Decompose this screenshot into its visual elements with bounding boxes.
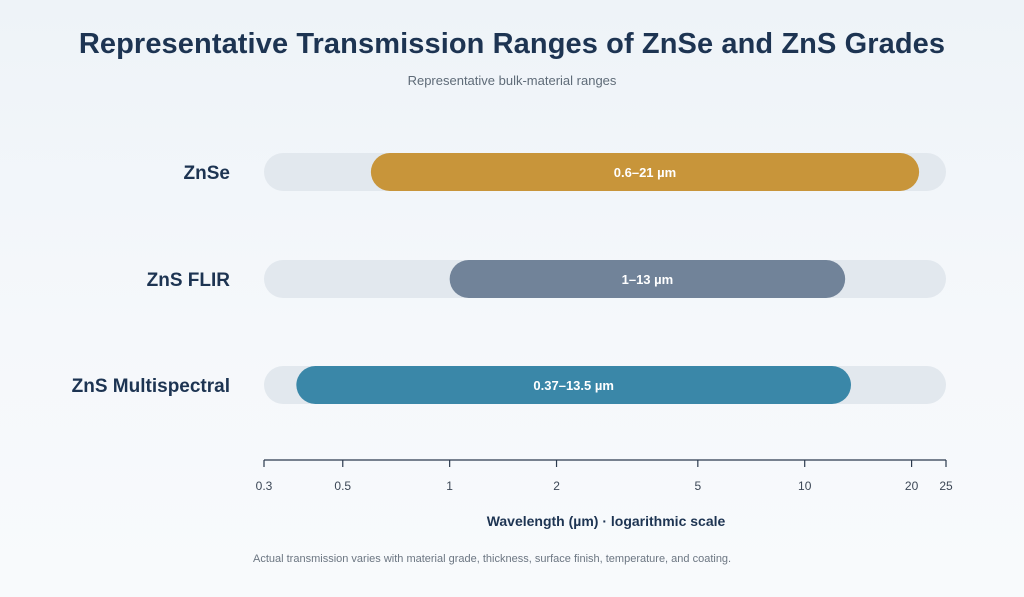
category-label: ZnS Multispectral bbox=[72, 376, 230, 397]
range-bar bbox=[449, 260, 846, 298]
x-tick-label: 0.5 bbox=[334, 479, 351, 493]
range-bar bbox=[296, 366, 851, 404]
category-label: ZnS FLIR bbox=[147, 270, 231, 291]
range-label: 0.6–21 µm bbox=[614, 165, 676, 180]
x-tick-label: 5 bbox=[694, 479, 701, 493]
chart-title: Representative Transmission Ranges of Zn… bbox=[78, 28, 946, 60]
x-tick-label: 1 bbox=[446, 479, 453, 493]
range-label: 0.37–13.5 µm bbox=[533, 378, 614, 393]
range-label: 1–13 µm bbox=[622, 272, 674, 287]
category-label: ZnSe bbox=[184, 163, 230, 184]
range-bar bbox=[370, 153, 920, 191]
footnote: Actual transmission varies with material… bbox=[253, 553, 732, 565]
x-axis-title: Wavelength (µm) · logarithmic scale bbox=[487, 513, 726, 529]
x-tick-label: 2 bbox=[553, 479, 560, 493]
x-tick-label: 10 bbox=[798, 479, 812, 493]
chart-subtitle: Representative bulk-material ranges bbox=[407, 73, 617, 88]
x-tick-label: 25 bbox=[939, 479, 953, 493]
x-tick-label: 20 bbox=[905, 479, 919, 493]
x-tick-label: 0.3 bbox=[256, 479, 273, 493]
